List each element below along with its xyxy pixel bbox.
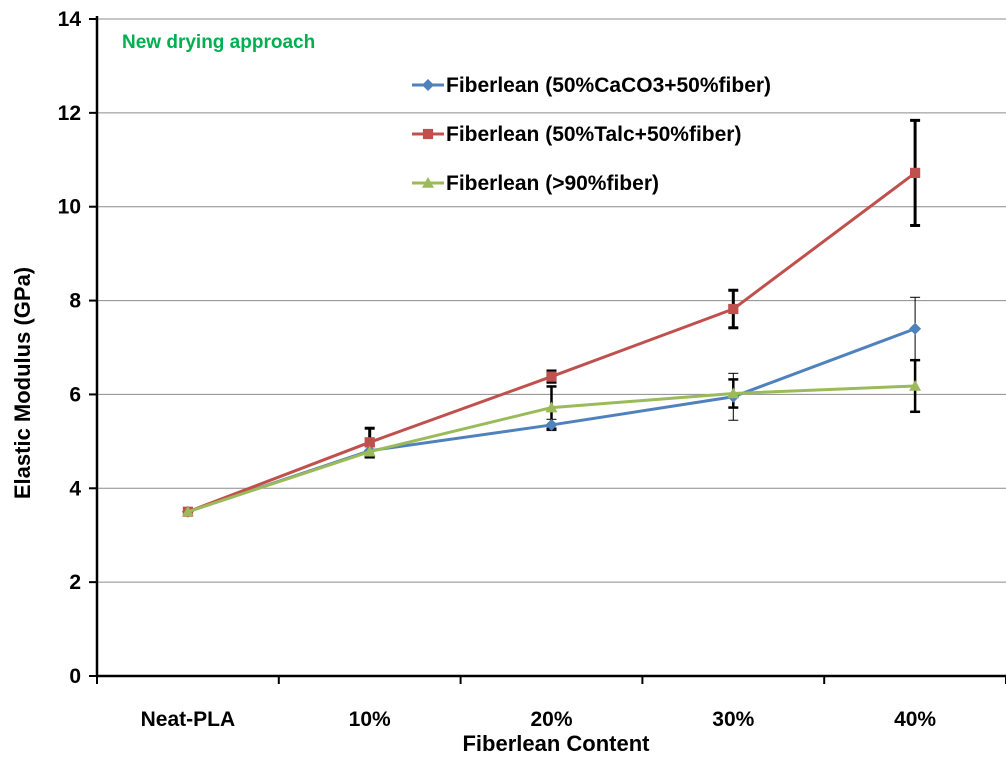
x-tick-label: 30% — [712, 708, 754, 731]
y-tick-label: 2 — [69, 571, 81, 594]
y-tick-label: 0 — [69, 665, 81, 688]
legend: Fiberlean (50%CaCO3+50%fiber) Fiberlean … — [412, 74, 771, 195]
legend-label-fiber: Fiberlean (>90%fiber) — [446, 172, 659, 195]
y-tick-label: 12 — [58, 102, 81, 125]
x-tick-label: 10% — [349, 708, 391, 731]
x-tick-labels: Neat-PLA 10% 20% 30% 40% — [141, 708, 937, 731]
error-bars-fiber — [365, 360, 920, 457]
error-bars-talc — [365, 120, 920, 456]
series-line — [188, 173, 915, 512]
data-point — [909, 323, 921, 335]
annotation-text: New drying approach — [122, 32, 315, 53]
x-axis-title: Fiberlean Content — [462, 731, 650, 756]
series-talc — [183, 168, 920, 517]
y-tick-label: 14 — [58, 8, 82, 31]
axes — [89, 16, 1006, 684]
legend-swatch-marker — [422, 79, 434, 91]
y-tick-label: 6 — [69, 383, 81, 406]
legend-swatch-marker — [423, 129, 433, 139]
legend-label-caco3: Fiberlean (50%CaCO3+50%fiber) — [446, 74, 771, 97]
y-tick-label: 8 — [69, 290, 81, 313]
x-tick-label: 40% — [894, 708, 936, 731]
data-point — [728, 304, 738, 314]
x-tick-label: 20% — [530, 708, 572, 731]
y-tick-labels: 0 2 4 6 8 10 12 14 — [58, 8, 82, 688]
y-axis-title: Elastic Modulus (GPa) — [10, 267, 35, 499]
x-tick-label: Neat-PLA — [141, 708, 236, 731]
y-tick-label: 4 — [69, 477, 81, 500]
legend-label-talc: Fiberlean (50%Talc+50%fiber) — [446, 123, 741, 146]
data-point — [910, 168, 920, 178]
y-tick-label: 10 — [58, 196, 81, 219]
data-point — [546, 371, 556, 381]
